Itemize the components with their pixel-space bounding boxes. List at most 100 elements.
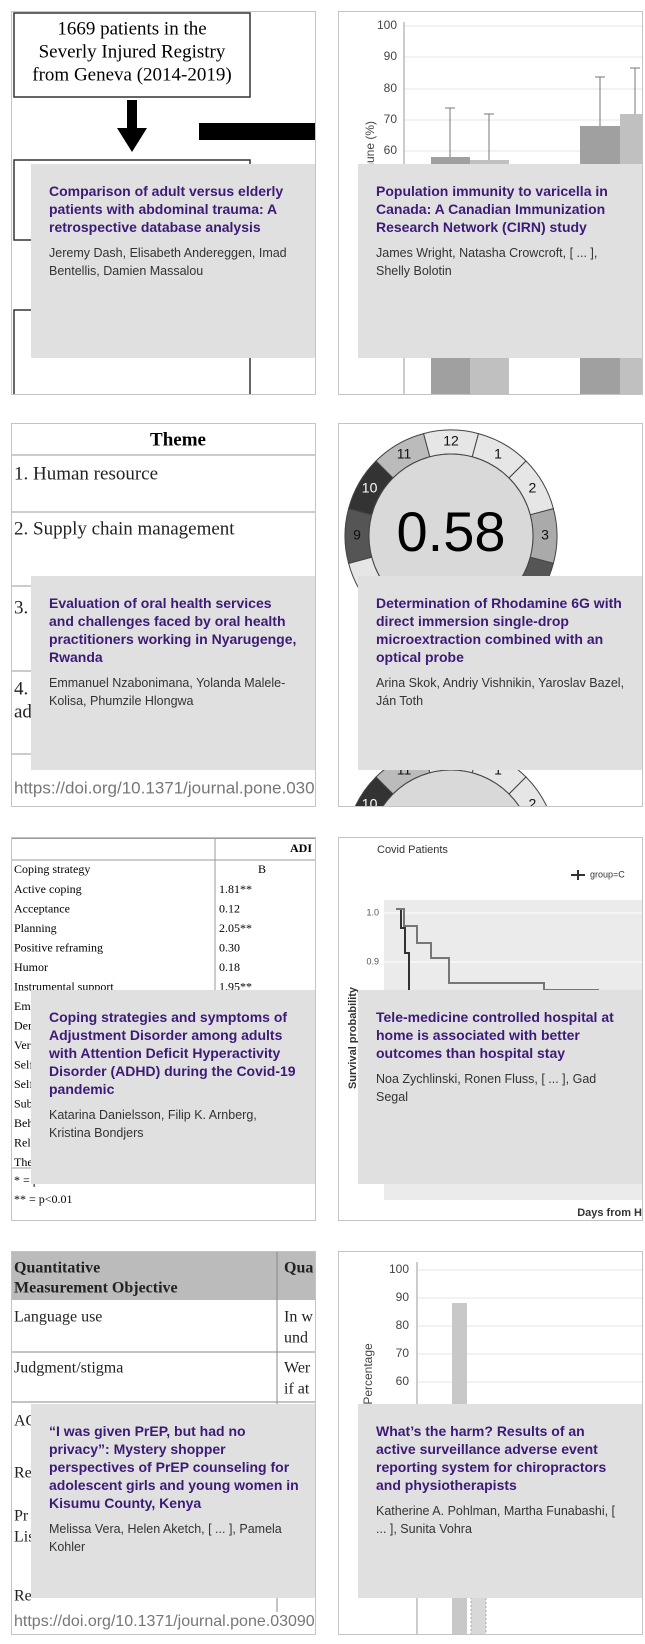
thumb-axis-label: ce Percentage — [361, 1343, 375, 1421]
article-card[interactable]: 1234567891011121234567891011120.58 Deter… — [338, 423, 643, 807]
article-card[interactable]: 100 90 80 70 60 mune (%) Population immu… — [338, 11, 643, 395]
thumb-tick: 70 — [396, 1346, 410, 1360]
thumb-text: 1669 patients in the — [57, 18, 206, 39]
thumb-axis-label: mune (%) — [363, 121, 377, 173]
gauge-number: 10 — [362, 480, 378, 496]
thumb-row: Rel — [14, 1135, 31, 1149]
thumb-row: Instrumental support — [14, 979, 114, 993]
thumb-row: Em — [14, 999, 31, 1013]
article-card[interactable]: 1669 patients in the Severly Injured Reg… — [11, 11, 316, 395]
article-card[interactable]: Quantitative Measurement Objective Qua L… — [11, 1251, 316, 1635]
thumb-tick: 60 — [384, 143, 398, 157]
thumb-row: Ver — [14, 1038, 31, 1052]
article-card[interactable]: ADI Coping strategy B Active coping 1.81*… — [11, 837, 316, 1221]
thumb-doi: https://doi.org/10.1371/journal.pone.030… — [14, 1613, 315, 1630]
card-overlay: What’s the harm? Results of an active su… — [358, 1404, 642, 1598]
thumb-row: Acceptance — [14, 901, 70, 915]
thumb-row: 3. — [14, 597, 28, 618]
thumb-tick: 100 — [377, 18, 397, 32]
card-overlay: Coping strategies and symptoms of Adjust… — [31, 990, 315, 1184]
thumb-cell: if at — [284, 1381, 310, 1398]
thumb-tick: 90 — [396, 1290, 410, 1304]
article-card[interactable]: Theme 1. Human resource 2. Supply chain … — [11, 423, 316, 807]
thumb-cell: und — [284, 1330, 308, 1347]
article-card[interactable]: ce Percentage 100908070605040 What’s the… — [338, 1251, 643, 1635]
thumb-tick: 0.9 — [366, 956, 379, 966]
article-authors: James Wright, Natasha Crowcroft, [ ... ]… — [376, 246, 598, 278]
gauge-number: 3 — [541, 527, 549, 543]
article-title[interactable]: Determination of Rhodamine 6G with direc… — [376, 595, 622, 665]
thumb-col-label: B — [258, 862, 266, 876]
gauge-number: 1 — [494, 445, 502, 461]
article-authors: Arina Skok, Andriy Vishnikin, Yaroslav B… — [376, 676, 625, 708]
article-authors: Melissa Vera, Helen Aketch, [ ... ], Pam… — [49, 1522, 282, 1554]
article-authors: Katherine A. Pohlman, Martha Funabashi, … — [376, 1504, 616, 1536]
article-card[interactable]: Covid Patients group=C 1.0 0.9 Survival … — [338, 837, 643, 1221]
thumb-row: Der — [14, 1018, 32, 1032]
thumb-row: 2. Supply chain management — [14, 518, 235, 539]
thumb-doi: https://doi.org/10.1371/journal.pone.030 — [14, 778, 315, 797]
thumb-cell: Wer — [284, 1360, 311, 1377]
gauge-number: 9 — [353, 527, 361, 543]
thumb-row: Self — [14, 1077, 33, 1091]
thumb-cell: 0.18 — [219, 960, 240, 974]
thumb-row: Self — [14, 1057, 33, 1071]
thumb-cell: 0.12 — [219, 901, 240, 915]
thumb-tick: 100 — [389, 1262, 409, 1276]
thumb-row: Humor — [14, 960, 48, 974]
thumb-row: Beh — [14, 1116, 33, 1130]
thumb-cell: In w — [284, 1309, 313, 1326]
thumb-header: Quantitative — [14, 1260, 100, 1277]
article-authors: Emmanuel Nzabonimana, Yolanda Malele-Kol… — [49, 676, 286, 708]
gauge-inner — [382, 769, 520, 806]
article-authors: Katarina Danielsson, Filip K. Arnberg, K… — [49, 1108, 257, 1140]
thumb-row: ad — [14, 701, 32, 722]
thumb-cell: 0.30 — [219, 940, 240, 954]
thumb-header: Qua — [284, 1260, 313, 1277]
thumb-row: 1. Human resource — [14, 463, 158, 484]
article-title[interactable]: Evaluation of oral health services and c… — [49, 595, 297, 665]
thumb-tick: 80 — [396, 1318, 410, 1332]
gauge-number: 2 — [529, 480, 537, 496]
article-title[interactable]: Tele-medicine controlled hospital at hom… — [376, 1009, 614, 1061]
gauge-number: 11 — [397, 445, 412, 461]
thumb-cell: 1.95** — [219, 979, 252, 993]
thumb-tick: 70 — [384, 112, 398, 126]
gauge-number: 10 — [362, 796, 378, 806]
card-overlay: Comparison of adult versus elderly patie… — [31, 164, 315, 358]
thumb-col-label: Coping strategy — [14, 862, 90, 876]
article-title[interactable]: Population immunity to varicella in Cana… — [376, 183, 608, 235]
thumb-row: AC — [14, 1413, 36, 1430]
thumb-row: Language use — [14, 1309, 102, 1326]
thumb-ylabel: Survival probability — [347, 986, 359, 1089]
thumb-row: Sub — [14, 1096, 33, 1110]
thumb-cell: 1.81** — [219, 882, 252, 896]
thumb-cell: 2.05** — [219, 921, 252, 935]
card-overlay: Determination of Rhodamine 6G with direc… — [358, 576, 642, 770]
article-title[interactable]: Coping strategies and symptoms of Adjust… — [49, 1009, 296, 1097]
thumb-title: Covid Patients — [377, 844, 448, 856]
thumb-row: 4. — [14, 678, 28, 699]
gauge-number: 2 — [529, 796, 537, 806]
thumbnail: Quantitative Measurement Objective Qua L… — [12, 1252, 315, 1630]
thumb-note: ** = p<0.01 — [14, 1192, 73, 1206]
article-authors: Jeremy Dash, Elisabeth Andereggen, Imad … — [49, 246, 287, 278]
article-title[interactable]: “I was given PrEP, but had no privacy”: … — [49, 1423, 299, 1511]
card-overlay: “I was given PrEP, but had no privacy”: … — [31, 1404, 315, 1598]
thumb-row: The — [14, 1155, 33, 1169]
thumb-center: 0.58 — [397, 500, 506, 563]
thumb-tick: 1.0 — [366, 907, 379, 917]
thumb-row: Re — [14, 1588, 32, 1605]
gauge-number: 12 — [443, 433, 459, 449]
thumb-row: Pr — [14, 1508, 29, 1525]
thumb-header: Theme — [150, 429, 206, 450]
card-overlay: Evaluation of oral health services and c… — [31, 576, 315, 770]
card-overlay: Tele-medicine controlled hospital at hom… — [358, 990, 642, 1184]
thumb-text: from Geneva (2014-2019) — [32, 64, 231, 85]
thumb-text: Severly Injured Registry — [39, 41, 226, 62]
article-title[interactable]: Comparison of adult versus elderly patie… — [49, 183, 284, 235]
thumb-tick: 90 — [384, 49, 398, 63]
thumb-header: ADI — [290, 841, 312, 855]
article-title[interactable]: What’s the harm? Results of an active su… — [376, 1423, 607, 1493]
